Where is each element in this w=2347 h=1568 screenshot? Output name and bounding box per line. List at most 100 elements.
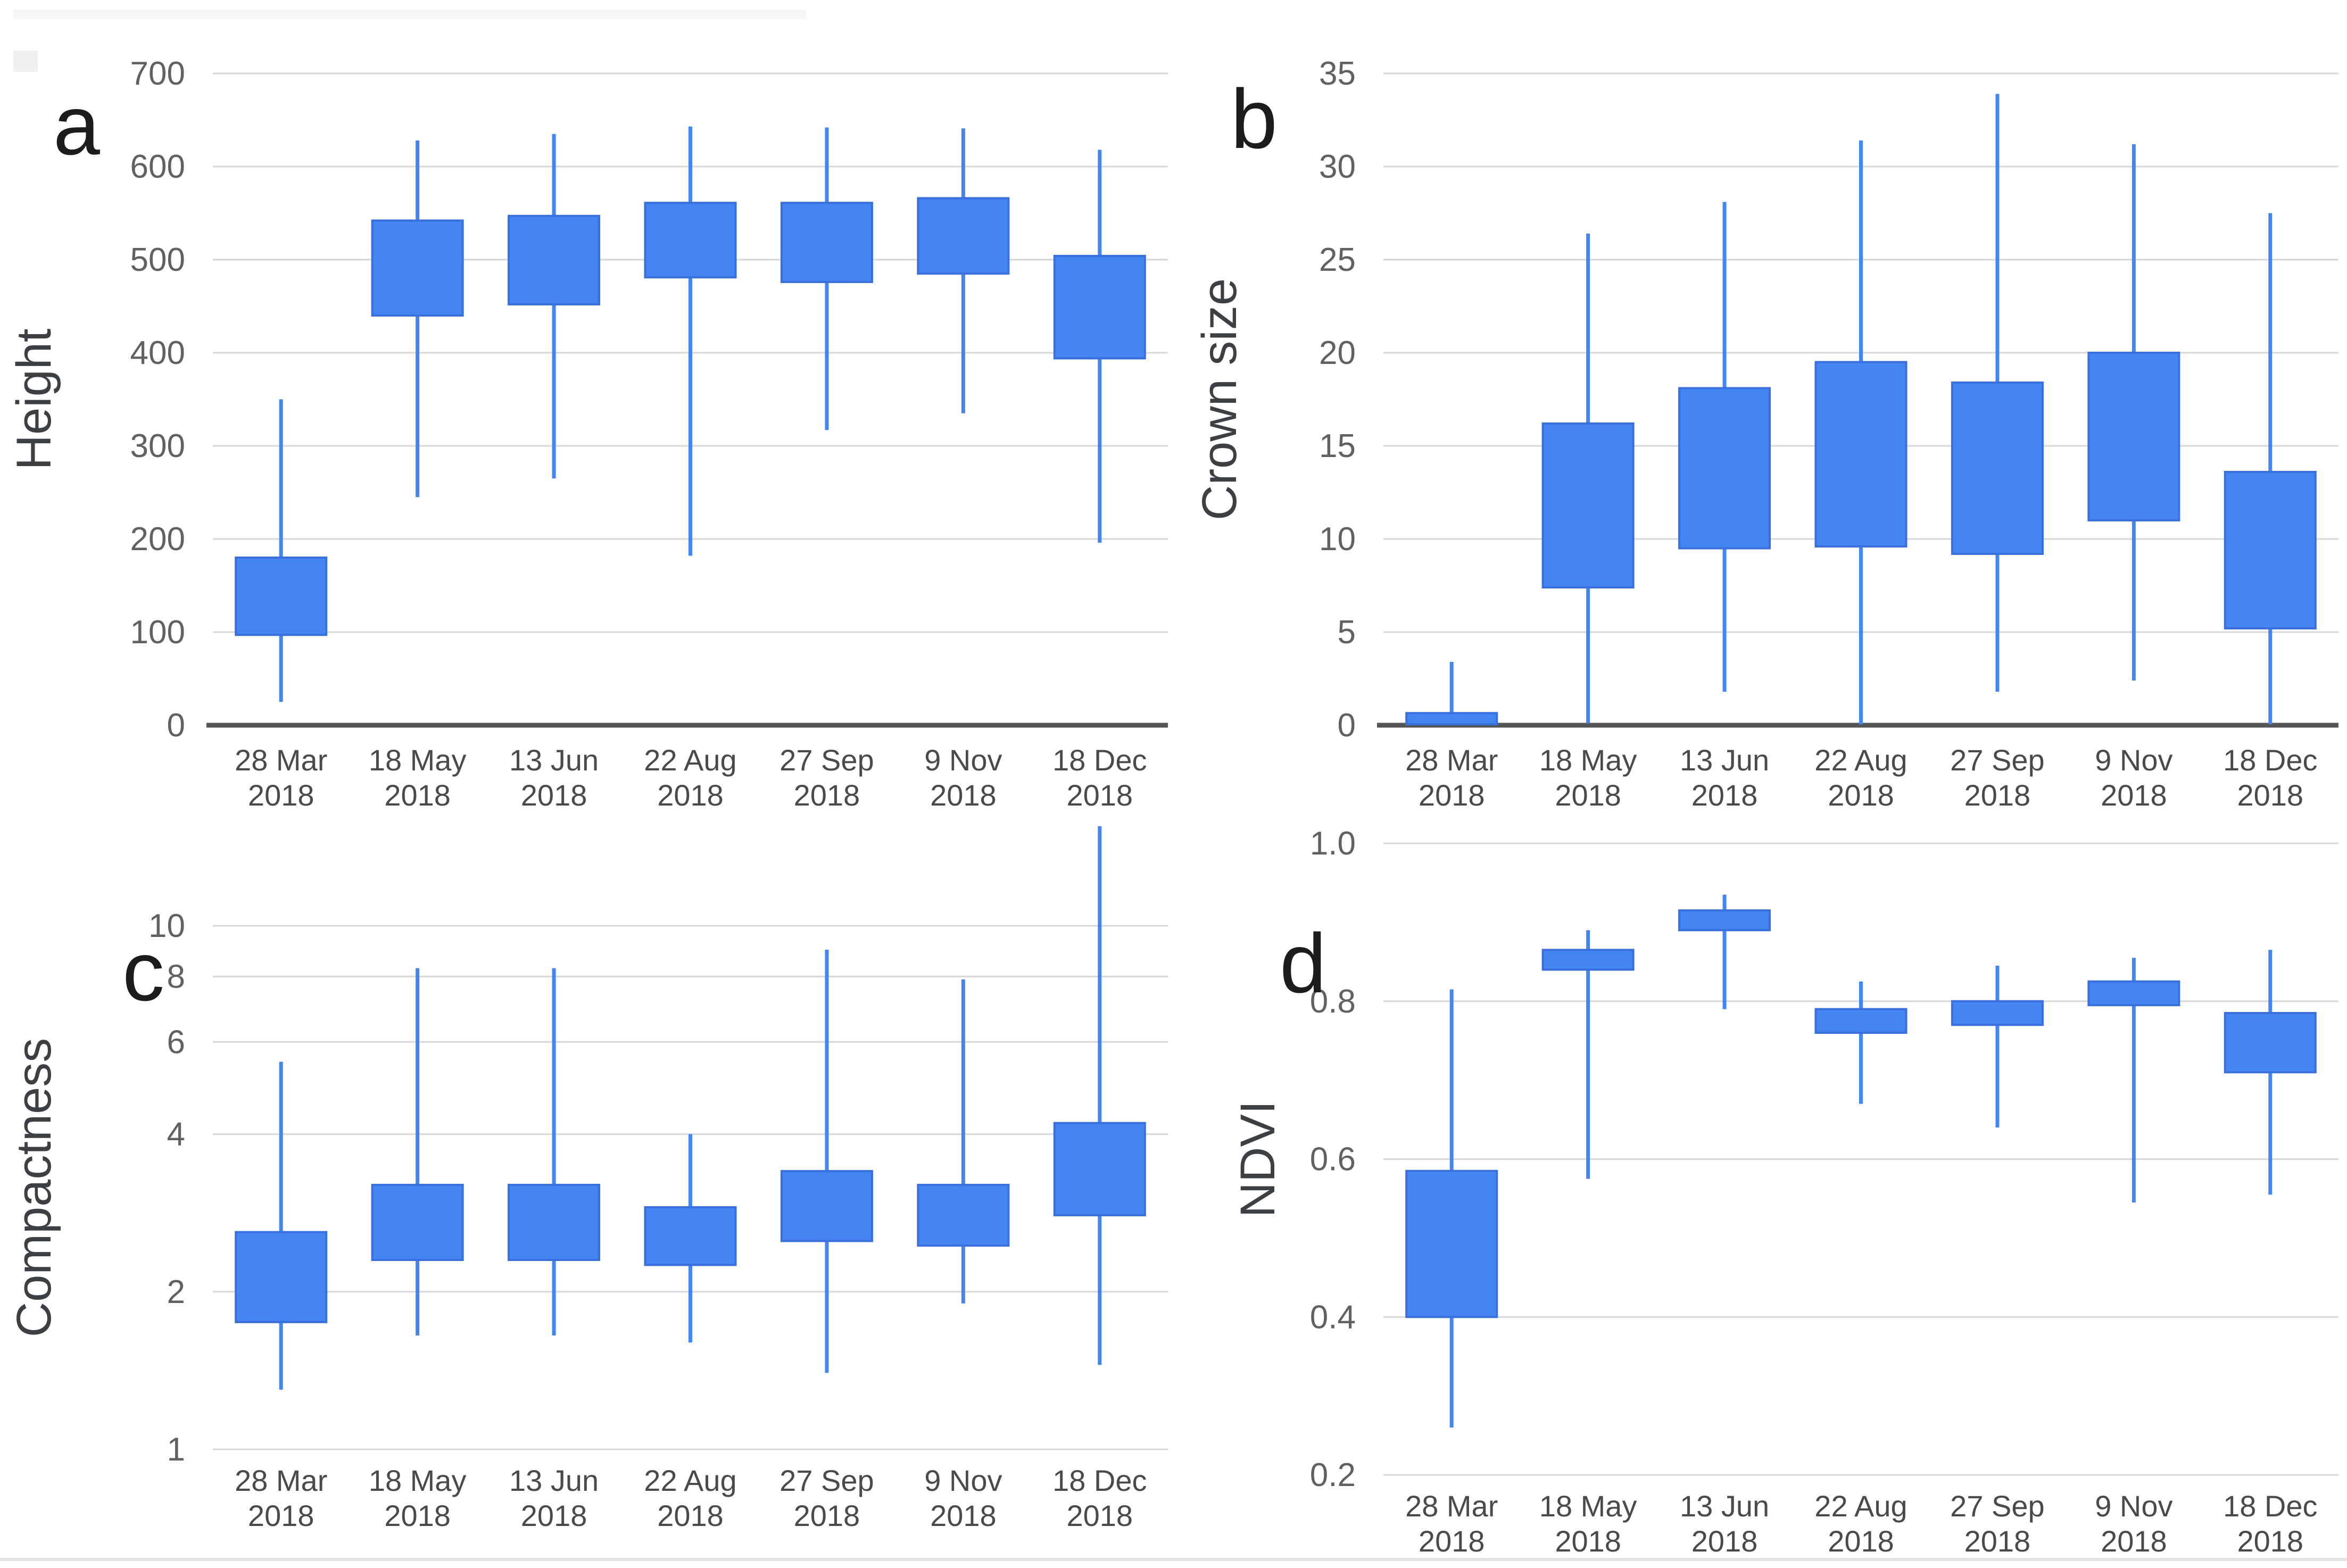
x-category-label-year: 2018: [1691, 1524, 1758, 1558]
box: [1814, 1008, 1908, 1034]
y-tick-label: 5: [1338, 614, 1356, 651]
x-category-label-year: 2018: [1419, 1524, 1485, 1558]
x-category-label-year: 2018: [248, 778, 314, 812]
box: [508, 214, 601, 305]
candle-22-aug-2018: [644, 1134, 737, 1343]
y-tick-label: 300: [130, 428, 185, 464]
x-category-label-year: 2018: [657, 778, 724, 812]
x-category-label: 9 Nov: [2095, 743, 2172, 777]
y-axis-title-d: NDVI: [1231, 1101, 1285, 1218]
x-category-label-year: 2018: [1828, 778, 1894, 812]
x-category-label: 27 Sep: [779, 1464, 874, 1497]
box: [1678, 909, 1771, 932]
y-tick-label: 0: [167, 707, 185, 744]
y-tick-label: 0: [1338, 707, 1356, 744]
y-tick-label: 0.8: [1310, 983, 1356, 1020]
x-category-label-year: 2018: [2237, 1524, 2303, 1558]
panel-ndvi: 0.2 0.4 0.6 0.8 1.0 28 Mar 2018 18 May 2018 13 Ju…: [1173, 825, 2347, 1568]
scan-artifact-strip: [13, 10, 806, 19]
y-axis-title-b: Crown size: [1192, 278, 1247, 520]
y-tick-label: 15: [1319, 428, 1356, 464]
box: [235, 1231, 328, 1323]
box: [1814, 361, 1908, 547]
y-tick-label: 0.2: [1310, 1457, 1356, 1494]
x-category-label-year: 2018: [1419, 778, 1485, 812]
candle-27-sep-2018: [1951, 94, 2044, 692]
x-category-label: 27 Sep: [779, 743, 874, 777]
y-tick-label: 200: [130, 521, 185, 558]
candle-28-mar-2018: [235, 399, 328, 702]
x-category-label: 9 Nov: [2095, 1489, 2172, 1523]
x-category-label: 18 May: [1539, 1489, 1637, 1523]
x-category-label: 22 Aug: [1814, 743, 1907, 777]
x-category-label: 13 Jun: [509, 743, 599, 777]
x-category-label-year: 2018: [248, 1499, 314, 1532]
x-category-label: 22 Aug: [644, 743, 736, 777]
candle-22-aug-2018: [1814, 981, 1908, 1104]
box: [1405, 1169, 1498, 1318]
x-category-label: 28 Mar: [1405, 1489, 1498, 1523]
y-tick-label: 35: [1319, 55, 1356, 92]
x-category-label-year: 2018: [521, 778, 587, 812]
candle-28-mar-2018: [235, 1061, 328, 1390]
x-category-label-year: 2018: [1555, 1524, 1621, 1558]
box: [2224, 1012, 2317, 1074]
candle-13-jun-2018: [508, 134, 601, 479]
panel-height: 0 100 200 300 400 500 600 700 28 Mar 2018 18 May 20…: [0, 0, 1173, 827]
panel-crown-size: 0 5 10 15 20 25 30 35 28 Mar 2018 18 May 2018 13 Jun…: [1173, 0, 2347, 827]
x-category-label-year: 2018: [1828, 1524, 1894, 1558]
box: [1053, 1122, 1146, 1216]
box: [2087, 980, 2180, 1007]
candle-28-mar-2018: [1405, 989, 1498, 1428]
x-category-label: 13 Jun: [1680, 743, 1769, 777]
y-tick-label: 2: [167, 1274, 185, 1310]
x-category-label-year: 2018: [930, 778, 997, 812]
y-tick-label: 100: [130, 614, 185, 651]
y-tick-label: 500: [130, 242, 185, 278]
y-axis-title-c: Compactness: [7, 1038, 61, 1337]
x-category-label-year: 2018: [384, 778, 451, 812]
box: [1951, 1000, 2044, 1026]
y-tick-label: 0.4: [1310, 1299, 1356, 1335]
box: [235, 557, 328, 636]
x-category-label-year: 2018: [2101, 1524, 2167, 1558]
x-category-label: 18 Dec: [2223, 1489, 2317, 1523]
box: [644, 202, 737, 279]
candle-9-nov-2018: [917, 128, 1010, 413]
x-category-label-year: 2018: [1691, 778, 1758, 812]
box: [780, 202, 873, 283]
x-category-label: 18 May: [1539, 743, 1637, 777]
x-category-label: 27 Sep: [1950, 1489, 2045, 1523]
x-category-label-year: 2018: [1964, 1524, 2031, 1558]
candle-22-aug-2018: [1814, 140, 1908, 725]
box: [1951, 381, 2044, 555]
x-category-label: 28 Mar: [235, 743, 327, 777]
x-category-label-year: 2018: [657, 1499, 724, 1532]
y-tick-label: 4: [167, 1116, 185, 1153]
candle-18-may-2018: [371, 968, 464, 1335]
x-category-label-year: 2018: [2101, 778, 2167, 812]
candle-18-dec-2018: [1053, 150, 1146, 543]
box: [1053, 255, 1146, 360]
candle-13-jun-2018: [1678, 202, 1771, 692]
x-category-label-year: 2018: [384, 1499, 451, 1532]
panel-compactness: 1 2 4 6 8 10 28 Mar 2018 18 May 2018 13 Jun 2018 22 …: [0, 825, 1173, 1568]
box: [2087, 352, 2180, 521]
box: [917, 1183, 1010, 1247]
x-category-label-year: 2018: [794, 778, 860, 812]
candle-18-may-2018: [371, 140, 464, 497]
y-tick-label: 8: [167, 958, 185, 995]
box: [644, 1206, 737, 1266]
y-tick-label: 10: [148, 908, 185, 944]
y-tick-label: 0.6: [1310, 1141, 1356, 1178]
x-category-label: 28 Mar: [235, 1464, 327, 1497]
x-category-label-year: 2018: [2237, 778, 2303, 812]
y-tick-label: 25: [1319, 242, 1356, 278]
x-category-label: 18 Dec: [1052, 743, 1147, 777]
candle-18-dec-2018: [2224, 213, 2317, 725]
y-tick-label: 10: [1319, 521, 1356, 558]
box: [1541, 949, 1635, 971]
box: [2224, 471, 2317, 629]
